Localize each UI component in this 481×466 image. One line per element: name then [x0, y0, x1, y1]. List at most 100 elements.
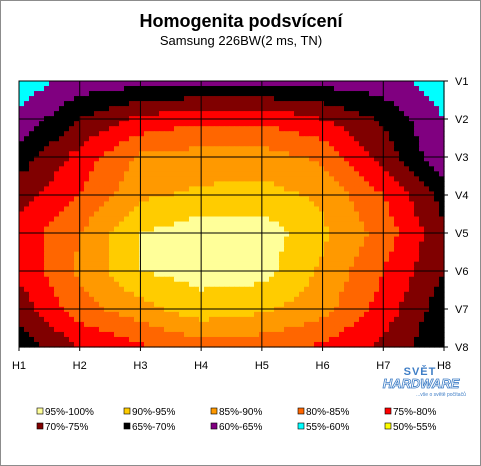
heatmap-cell: [174, 256, 180, 263]
heatmap-cell: [169, 261, 175, 268]
heatmap-cell: [79, 226, 85, 233]
heatmap-cell: [364, 296, 370, 303]
heatmap-cell: [414, 126, 420, 132]
heatmap-cell: [164, 101, 170, 107]
heatmap-cell: [324, 136, 330, 142]
heatmap-cell: [119, 331, 125, 338]
heatmap-cell: [44, 236, 50, 243]
heatmap-cell: [369, 156, 375, 162]
heatmap-cell: [224, 151, 230, 157]
heatmap-cell: [184, 326, 190, 333]
heatmap-cell: [419, 201, 425, 208]
heatmap-cell: [64, 126, 70, 132]
heatmap-cell: [224, 186, 230, 193]
heatmap-cell: [244, 291, 250, 298]
heatmap-cell: [254, 146, 260, 152]
heatmap-cell: [344, 101, 350, 107]
heatmap-cell: [49, 331, 55, 338]
heatmap-cell: [274, 336, 280, 343]
heatmap-cell: [104, 101, 110, 107]
heatmap-cell: [239, 266, 245, 273]
heatmap-cell: [44, 176, 50, 182]
heatmap-cell: [174, 156, 180, 162]
heatmap-cell: [149, 211, 155, 218]
heatmap-cell: [334, 151, 340, 157]
heatmap-cell: [114, 146, 120, 152]
heatmap-cell: [124, 131, 130, 137]
heatmap-cell: [359, 181, 365, 187]
heatmap-cell: [284, 186, 290, 193]
heatmap-cell: [79, 156, 85, 162]
heatmap-cell: [89, 221, 95, 228]
heatmap-cell: [169, 131, 175, 137]
heatmap-cell: [209, 276, 215, 283]
heatmap-cell: [424, 261, 430, 268]
heatmap-cell: [44, 326, 50, 333]
heatmap-cell: [304, 291, 310, 298]
heatmap-cell: [99, 286, 105, 293]
heatmap-cell: [399, 156, 405, 162]
heatmap-cell: [39, 241, 45, 248]
heatmap-cell: [239, 316, 245, 323]
heatmap-cell: [399, 246, 405, 253]
heatmap-cell: [64, 146, 70, 152]
heatmap-cell: [429, 136, 435, 142]
heatmap-cell: [144, 261, 150, 268]
heatmap-cell: [339, 276, 345, 283]
heatmap-cell: [174, 121, 180, 127]
heatmap-cell: [144, 326, 150, 333]
heatmap-cell: [189, 296, 195, 303]
heatmap-cell: [164, 181, 170, 187]
heatmap-cell: [244, 181, 250, 187]
heatmap-cell: [244, 266, 250, 273]
heatmap-cell: [184, 266, 190, 273]
heatmap-cell: [314, 326, 320, 333]
heatmap-cell: [214, 301, 220, 308]
heatmap-cell: [324, 236, 330, 243]
heatmap-cell: [199, 236, 205, 243]
heatmap-cell: [144, 156, 150, 162]
heatmap-cell: [214, 146, 220, 152]
heatmap-cell: [419, 196, 425, 203]
heatmap-cell: [399, 126, 405, 132]
heatmap-cell: [234, 341, 240, 348]
legend-swatch: [297, 407, 305, 415]
heatmap-cell: [99, 241, 105, 248]
heatmap-cell: [189, 336, 195, 343]
heatmap-cell: [119, 241, 125, 248]
heatmap-cell: [429, 96, 435, 102]
heatmap-cell: [109, 96, 115, 102]
heatmap-cell: [39, 136, 45, 142]
heatmap-cell: [169, 266, 175, 273]
heatmap-cell: [19, 191, 25, 198]
heatmap-cell: [374, 156, 380, 162]
heatmap-cell: [269, 341, 275, 348]
x-tick-label: H7: [376, 360, 390, 372]
heatmap-cell: [79, 81, 85, 87]
heatmap-cell: [74, 96, 80, 102]
heatmap-cell: [429, 176, 435, 182]
heatmap-cell: [329, 151, 335, 157]
heatmap-cell: [39, 216, 45, 223]
heatmap-cell: [184, 166, 190, 172]
heatmap-cell: [384, 191, 390, 198]
heatmap-cell: [374, 236, 380, 243]
heatmap-cell: [244, 261, 250, 268]
heatmap-cell: [239, 321, 245, 328]
heatmap-cell: [294, 196, 300, 203]
heatmap-cell: [369, 131, 375, 137]
heatmap-cell: [299, 331, 305, 338]
heatmap-cell: [174, 176, 180, 182]
heatmap-cell: [184, 216, 190, 223]
heatmap-cell: [49, 151, 55, 157]
heatmap-cell: [289, 341, 295, 348]
heatmap-cell: [314, 241, 320, 248]
heatmap-cell: [204, 321, 210, 328]
heatmap-cell: [389, 146, 395, 152]
heatmap-cell: [179, 246, 185, 253]
heatmap-cell: [359, 281, 365, 288]
heatmap-cell: [364, 151, 370, 157]
heatmap-cell: [369, 281, 375, 288]
heatmap-cell: [419, 276, 425, 283]
heatmap-cell: [309, 131, 315, 137]
